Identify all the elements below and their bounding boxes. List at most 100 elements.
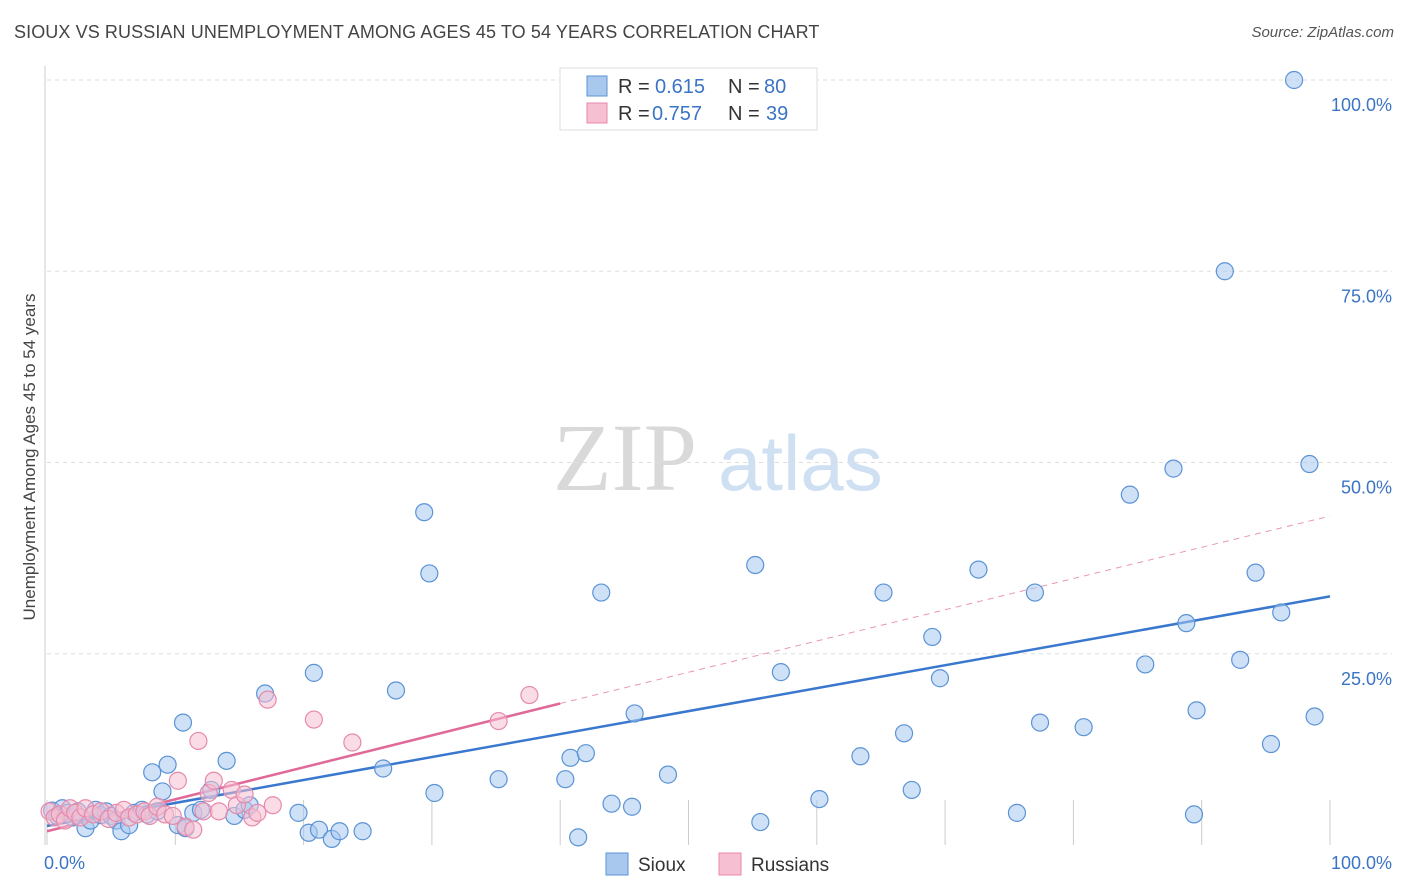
sioux-point xyxy=(810,789,829,809)
legend-n-label-sioux: N = xyxy=(728,76,760,98)
sioux-point xyxy=(622,797,642,816)
source-label: Source: ZipAtlas.com xyxy=(1251,24,1394,41)
sioux-trend-line xyxy=(46,595,1331,828)
sioux-point xyxy=(1184,805,1204,824)
sioux-point xyxy=(556,770,575,789)
sioux-point xyxy=(330,822,349,841)
legend-n-value-russians: 39 xyxy=(766,103,788,125)
russians-point xyxy=(263,796,282,815)
sioux-point xyxy=(1025,583,1045,602)
sioux-point xyxy=(1246,563,1265,582)
sioux-point xyxy=(143,763,162,782)
sioux-point xyxy=(1030,713,1050,732)
sioux-point xyxy=(374,759,393,778)
sioux-point xyxy=(217,751,236,770)
axis-layer: 25.0% 50.0% 75.0% 100.0% xyxy=(44,66,1392,845)
sioux-point xyxy=(902,780,921,800)
russians-point xyxy=(258,690,277,709)
sioux-point xyxy=(420,564,439,583)
sioux-point xyxy=(386,681,406,700)
russians-point xyxy=(209,802,229,821)
sioux-point xyxy=(930,669,950,688)
y-tick-label: 100.0% xyxy=(1331,95,1392,115)
legend-r-label-russians: R = xyxy=(618,103,650,125)
bottom-legend-label-sioux: Sioux xyxy=(638,855,686,876)
sioux-point xyxy=(1136,655,1155,674)
sioux-point xyxy=(158,755,177,774)
bottom-legend-swatch-sioux xyxy=(605,852,629,876)
russians-point xyxy=(235,785,254,804)
sioux-point xyxy=(561,748,580,767)
sioux-point xyxy=(746,555,765,575)
sioux-point xyxy=(874,583,893,602)
sioux-point xyxy=(1284,70,1304,90)
sioux-point xyxy=(425,783,444,803)
legend-swatch-russians xyxy=(586,102,608,124)
sioux-point xyxy=(1231,650,1250,669)
sioux-point xyxy=(569,828,588,847)
sioux-point xyxy=(1187,701,1206,720)
sioux-point xyxy=(1007,803,1027,822)
sioux-point xyxy=(309,820,329,839)
x-tick-label-max: 100.0% xyxy=(1331,853,1392,873)
sioux-point xyxy=(1074,718,1093,737)
sioux-point xyxy=(592,583,611,602)
sioux-point xyxy=(1300,454,1319,474)
russians-point xyxy=(163,806,182,826)
sioux-point xyxy=(1261,734,1281,754)
sioux-point xyxy=(353,822,372,841)
russians-point xyxy=(168,771,187,790)
legend-r-label-sioux: R = xyxy=(618,76,650,98)
sioux-point xyxy=(1177,614,1196,633)
legend-r-value-russians: 0.757 xyxy=(652,103,702,125)
sioux-point xyxy=(771,663,790,682)
x-tick-label-min: 0.0% xyxy=(44,853,85,873)
sioux-point xyxy=(304,663,323,682)
sioux-point xyxy=(1272,603,1291,622)
sioux-point xyxy=(894,724,914,743)
sioux-point xyxy=(153,782,172,801)
russians-point xyxy=(489,711,508,731)
russians-point xyxy=(520,685,539,705)
legend-swatch-sioux xyxy=(586,75,608,97)
sioux-point xyxy=(1164,459,1183,478)
points-layer xyxy=(40,70,1324,848)
sioux-point xyxy=(923,627,942,647)
russians-point xyxy=(204,771,223,790)
sioux-point xyxy=(1305,707,1324,726)
y-tick-label: 50.0% xyxy=(1341,478,1392,498)
y-axis-title: Unemployment Among Ages 45 to 54 years xyxy=(20,294,39,621)
bottom-legend-label-russians: Russians xyxy=(751,855,829,876)
legend-n-label-russians: N = xyxy=(728,103,760,125)
grid-layer xyxy=(47,79,1392,655)
russians-point xyxy=(189,731,208,751)
sioux-point xyxy=(489,770,508,789)
y-tick-label: 25.0% xyxy=(1341,669,1392,689)
sioux-point xyxy=(173,713,193,732)
russians-point xyxy=(184,820,203,839)
legend-n-value-sioux: 80 xyxy=(764,76,786,98)
russians-trend-extension xyxy=(560,515,1331,704)
legend-r-value-sioux: 0.615 xyxy=(655,76,705,98)
russians-point xyxy=(343,733,362,752)
bottom-legend-swatch-russians xyxy=(718,852,742,876)
chart-title: SIOUX VS RUSSIAN UNEMPLOYMENT AMONG AGES… xyxy=(14,22,820,42)
sioux-point xyxy=(658,765,678,784)
bottom-legend: Sioux Russians xyxy=(605,852,829,876)
watermark-zip: ZIP xyxy=(553,404,697,511)
sioux-point xyxy=(851,747,870,766)
sioux-point xyxy=(1120,485,1139,504)
sioux-point xyxy=(415,503,434,522)
legend: R = 0.615 N = 80 R = 0.757 N = 39 xyxy=(559,67,818,131)
y-tick-label: 75.0% xyxy=(1341,286,1392,306)
sioux-point xyxy=(625,704,644,723)
russians-point xyxy=(194,802,213,821)
russians-point xyxy=(304,710,323,729)
sioux-point xyxy=(576,744,595,763)
sioux-point xyxy=(969,560,988,579)
sioux-point xyxy=(751,812,770,832)
sioux-point xyxy=(602,794,621,813)
sioux-point xyxy=(289,803,308,822)
sioux-point xyxy=(1215,262,1234,281)
